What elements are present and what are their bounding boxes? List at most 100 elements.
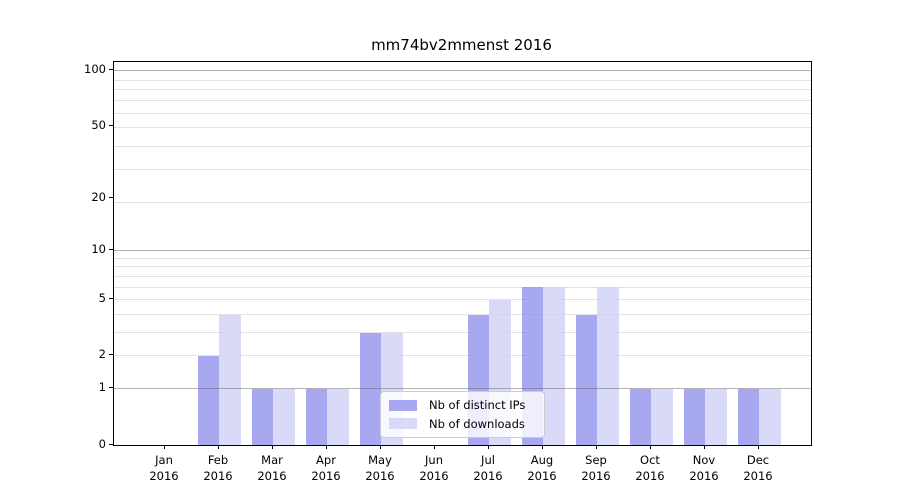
y-tick-mark bbox=[109, 443, 113, 445]
gridline-minor bbox=[114, 266, 811, 268]
bar-distinct-ips bbox=[629, 388, 651, 445]
bar-downloads bbox=[651, 388, 673, 445]
y-tick-mark bbox=[109, 196, 113, 198]
y-tick-label: 50 bbox=[91, 117, 106, 132]
x-tick-month: Aug bbox=[530, 453, 554, 467]
gridline-minor bbox=[114, 286, 811, 288]
x-tick-month: Jun bbox=[425, 453, 443, 467]
gridline-minor bbox=[114, 112, 811, 114]
gridline-minor bbox=[114, 100, 811, 102]
gridline-major bbox=[114, 388, 811, 390]
x-tick-label: Mar 2016 bbox=[242, 452, 302, 484]
bar-downloads bbox=[543, 287, 565, 445]
legend-swatch bbox=[389, 399, 417, 411]
legend-swatch bbox=[389, 418, 417, 430]
x-tick-mark bbox=[379, 445, 381, 449]
x-tick-month: Oct bbox=[640, 453, 660, 467]
x-tick-year: 2016 bbox=[581, 469, 611, 483]
y-tick-label: 5 bbox=[98, 291, 106, 306]
x-tick-year: 2016 bbox=[419, 469, 449, 483]
x-tick-month: May bbox=[368, 453, 392, 467]
x-tick-mark bbox=[325, 445, 327, 449]
legend-item: Nb of downloads bbox=[389, 417, 536, 431]
x-tick-year: 2016 bbox=[689, 469, 719, 483]
y-tick-label: 0 bbox=[98, 436, 106, 451]
bar-distinct-ips bbox=[305, 388, 327, 445]
x-tick-month: Dec bbox=[746, 453, 770, 467]
x-tick-year: 2016 bbox=[149, 469, 179, 483]
x-tick-label: Feb 2016 bbox=[188, 452, 248, 484]
y-tick-mark bbox=[109, 249, 113, 251]
legend: Nb of distinct IPs Nb of downloads bbox=[380, 391, 545, 438]
bar-downloads bbox=[597, 287, 619, 445]
x-tick-label: Apr 2016 bbox=[296, 452, 356, 484]
bar-distinct-ips bbox=[683, 388, 705, 445]
legend-label: Nb of downloads bbox=[429, 416, 525, 431]
y-tick-label: 20 bbox=[91, 189, 106, 204]
gridline-minor bbox=[114, 79, 811, 81]
chart-title: mm74bv2mmenst 2016 bbox=[371, 36, 552, 54]
gridline-minor bbox=[114, 355, 811, 357]
gridline-minor bbox=[114, 201, 811, 203]
bar-distinct-ips bbox=[737, 388, 759, 445]
x-tick-year: 2016 bbox=[743, 469, 773, 483]
x-tick-mark bbox=[757, 445, 759, 449]
x-tick-month: Nov bbox=[692, 453, 716, 467]
x-tick-label: Nov 2016 bbox=[674, 452, 734, 484]
legend-label: Nb of distinct IPs bbox=[429, 398, 526, 413]
gridline-major bbox=[114, 70, 811, 72]
y-tick-label: 1 bbox=[98, 380, 106, 395]
bar-distinct-ips bbox=[197, 355, 219, 445]
x-tick-mark bbox=[163, 445, 165, 449]
y-tick-mark bbox=[109, 69, 113, 71]
x-tick-label: Jul 2016 bbox=[458, 452, 518, 484]
bar-downloads bbox=[759, 388, 781, 445]
x-tick-month: Feb bbox=[207, 453, 229, 467]
x-tick-mark bbox=[541, 445, 543, 449]
bar-downloads bbox=[219, 314, 241, 445]
gridline-minor bbox=[114, 275, 811, 277]
x-tick-year: 2016 bbox=[635, 469, 665, 483]
gridline-major bbox=[114, 250, 811, 252]
bar-distinct-ips bbox=[251, 388, 273, 445]
x-tick-month: Apr bbox=[316, 453, 336, 467]
y-tick-mark bbox=[109, 124, 113, 126]
x-tick-label: Jun 2016 bbox=[404, 452, 464, 484]
x-tick-label: Sep 2016 bbox=[566, 452, 626, 484]
y-tick-mark bbox=[109, 387, 113, 389]
plot-area bbox=[113, 61, 812, 446]
gridline-minor bbox=[114, 89, 811, 91]
gridline-minor bbox=[114, 168, 811, 170]
x-tick-mark bbox=[487, 445, 489, 449]
x-tick-month: Jan bbox=[155, 453, 173, 467]
x-tick-mark bbox=[217, 445, 219, 449]
x-tick-year: 2016 bbox=[473, 469, 503, 483]
gridline-minor bbox=[114, 299, 811, 301]
x-tick-month: Sep bbox=[585, 453, 607, 467]
x-tick-label: Dec 2016 bbox=[728, 452, 788, 484]
bar-distinct-ips bbox=[575, 314, 597, 445]
y-tick-mark bbox=[109, 354, 113, 356]
x-tick-month: Jul bbox=[481, 453, 495, 467]
x-tick-year: 2016 bbox=[311, 469, 341, 483]
gridline-minor bbox=[114, 127, 811, 129]
x-tick-year: 2016 bbox=[203, 469, 233, 483]
bar-downloads bbox=[705, 388, 727, 445]
x-tick-mark bbox=[703, 445, 705, 449]
legend-item: Nb of distinct IPs bbox=[389, 398, 536, 412]
gridline-minor bbox=[114, 257, 811, 259]
x-tick-label: Aug 2016 bbox=[512, 452, 572, 484]
x-tick-label: Jan 2016 bbox=[134, 452, 194, 484]
x-tick-mark bbox=[271, 445, 273, 449]
y-tick-label: 100 bbox=[84, 62, 106, 77]
x-tick-mark bbox=[433, 445, 435, 449]
x-tick-mark bbox=[595, 445, 597, 449]
y-tick-label: 10 bbox=[91, 242, 106, 257]
bar-downloads bbox=[273, 388, 295, 445]
gridline-minor bbox=[114, 145, 811, 147]
x-tick-year: 2016 bbox=[257, 469, 287, 483]
x-tick-month: Mar bbox=[261, 453, 283, 467]
y-tick-mark bbox=[109, 298, 113, 300]
x-tick-label: Oct 2016 bbox=[620, 452, 680, 484]
